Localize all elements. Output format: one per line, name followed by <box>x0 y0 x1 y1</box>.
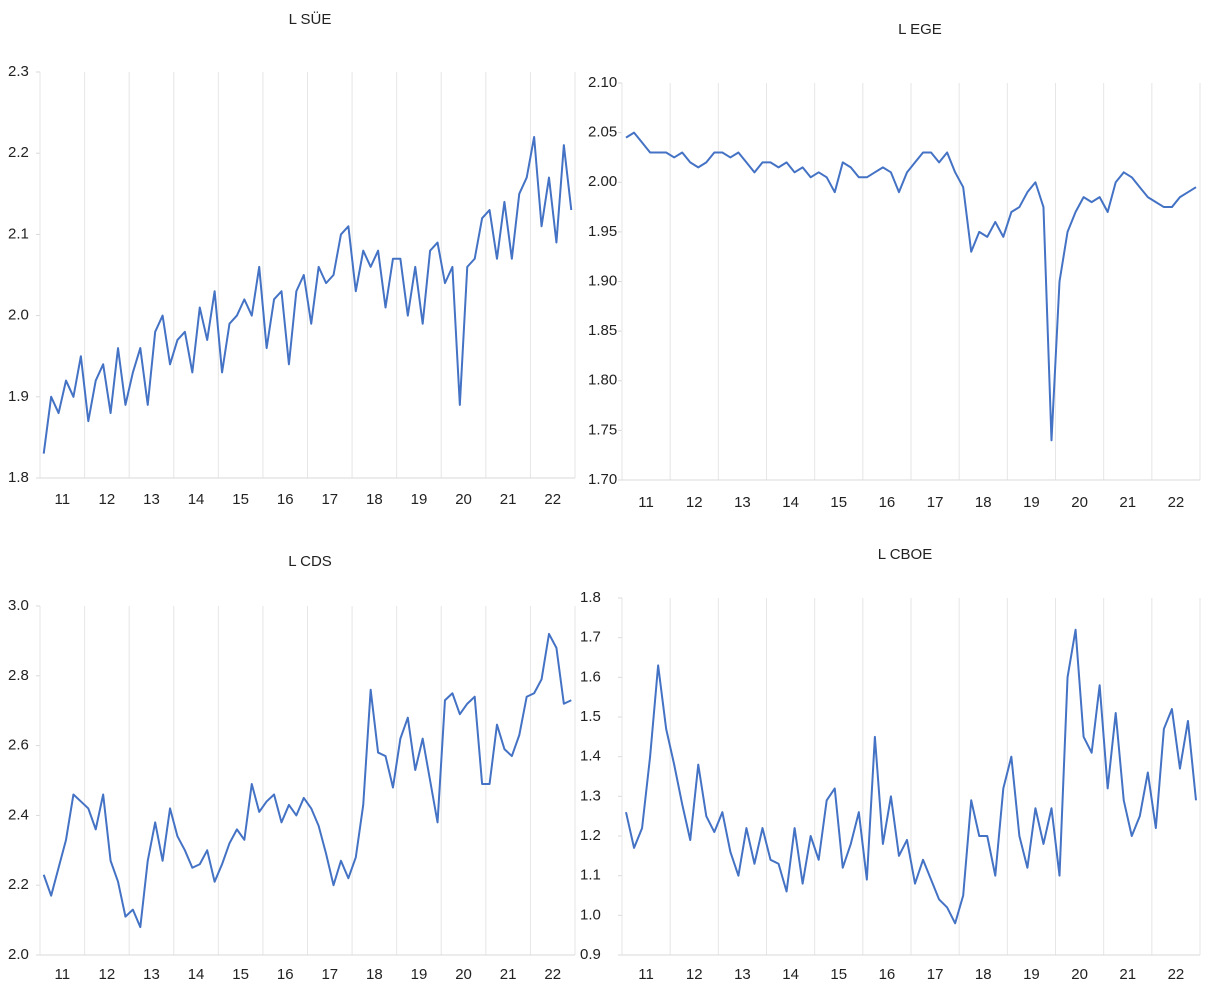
y-tick-label: 1.3 <box>580 787 601 804</box>
x-tick-label: 15 <box>830 966 847 983</box>
y-tick-label: 2.10 <box>588 74 617 91</box>
y-tick-label: 1.7 <box>580 629 601 646</box>
x-tick-label: 12 <box>99 966 116 983</box>
x-tick-label: 13 <box>143 966 160 983</box>
y-tick-label: 2.8 <box>8 667 29 684</box>
y-tick-label: 2.2 <box>8 876 29 893</box>
x-tick-label: 16 <box>879 494 896 511</box>
x-tick-label: 21 <box>1119 494 1136 511</box>
y-tick-label: 2.0 <box>8 946 29 963</box>
x-tick-label: 14 <box>782 966 799 983</box>
y-tick-label: 1.70 <box>588 471 617 488</box>
x-tick-label: 16 <box>277 966 294 983</box>
x-tick-label: 13 <box>143 491 160 508</box>
y-tick-label: 0.9 <box>580 946 601 963</box>
y-tick-label: 2.00 <box>588 173 617 190</box>
x-tick-label: 20 <box>1071 966 1088 983</box>
x-tick-label: 15 <box>232 966 249 983</box>
x-tick-label: 12 <box>686 494 703 511</box>
x-tick-label: 13 <box>734 966 751 983</box>
y-tick-label: 2.6 <box>8 737 29 754</box>
x-tick-label: 22 <box>1168 494 1185 511</box>
x-tick-label: 11 <box>55 491 71 508</box>
y-tick-label: 1.1 <box>580 867 601 884</box>
x-tick-label: 21 <box>1119 966 1136 983</box>
x-tick-label: 11 <box>638 494 654 511</box>
x-tick-label: 22 <box>544 491 561 508</box>
y-tick-label: 1.95 <box>588 223 617 240</box>
y-tick-label: 1.4 <box>580 748 601 765</box>
chart-title: L CDS <box>288 553 332 570</box>
y-tick-label: 2.4 <box>8 806 29 823</box>
chart-title: L SÜE <box>289 10 332 28</box>
x-tick-label: 11 <box>638 966 654 983</box>
y-tick-label: 1.2 <box>580 827 601 844</box>
x-tick-label: 12 <box>686 966 703 983</box>
y-tick-label: 1.8 <box>580 589 601 606</box>
y-tick-label: 1.8 <box>8 469 29 486</box>
y-tick-label: 1.5 <box>580 708 601 725</box>
x-tick-label: 12 <box>99 491 116 508</box>
x-tick-label: 17 <box>321 491 338 508</box>
x-tick-label: 19 <box>411 491 428 508</box>
x-tick-label: 20 <box>455 491 472 508</box>
x-tick-label: 20 <box>1071 494 1088 511</box>
y-tick-label: 1.85 <box>588 322 617 339</box>
data-line <box>625 628 1197 925</box>
y-tick-label: 1.6 <box>580 668 601 685</box>
x-tick-label: 17 <box>927 494 944 511</box>
y-tick-label: 2.0 <box>8 307 29 324</box>
x-tick-label: 21 <box>500 491 517 508</box>
x-tick-label: 15 <box>830 494 847 511</box>
data-line <box>42 135 573 454</box>
y-tick-label: 1.80 <box>588 372 617 389</box>
y-tick-label: 1.9 <box>8 388 29 405</box>
y-tick-label: 1.0 <box>580 906 601 923</box>
chart-title: L EGE <box>898 21 942 38</box>
x-tick-label: 19 <box>1023 966 1040 983</box>
x-tick-label: 22 <box>544 966 561 983</box>
x-tick-label: 11 <box>55 966 71 983</box>
x-tick-label: 16 <box>277 491 294 508</box>
x-tick-label: 18 <box>975 966 992 983</box>
x-tick-label: 18 <box>975 494 992 511</box>
x-tick-label: 20 <box>455 966 472 983</box>
x-tick-label: 22 <box>1168 966 1185 983</box>
x-tick-label: 21 <box>500 966 517 983</box>
x-tick-label: 14 <box>188 491 205 508</box>
y-tick-label: 2.2 <box>8 144 29 161</box>
y-tick-label: 1.75 <box>588 421 617 438</box>
data-line <box>625 131 1197 442</box>
x-tick-label: 13 <box>734 494 751 511</box>
chart-title: L CBOE <box>878 546 932 563</box>
x-tick-label: 14 <box>188 966 205 983</box>
y-tick-label: 1.90 <box>588 272 617 289</box>
y-tick-label: 2.05 <box>588 124 617 141</box>
y-tick-label: 2.3 <box>8 63 29 80</box>
x-tick-label: 14 <box>782 494 799 511</box>
data-line <box>42 632 572 929</box>
x-tick-label: 17 <box>927 966 944 983</box>
x-tick-label: 17 <box>321 966 338 983</box>
x-tick-label: 18 <box>366 966 383 983</box>
x-tick-label: 19 <box>411 966 428 983</box>
x-tick-label: 16 <box>879 966 896 983</box>
x-tick-label: 19 <box>1023 494 1040 511</box>
x-tick-label: 15 <box>232 491 249 508</box>
y-tick-label: 3.0 <box>8 597 29 614</box>
x-tick-label: 18 <box>366 491 383 508</box>
y-tick-label: 2.1 <box>8 225 29 242</box>
